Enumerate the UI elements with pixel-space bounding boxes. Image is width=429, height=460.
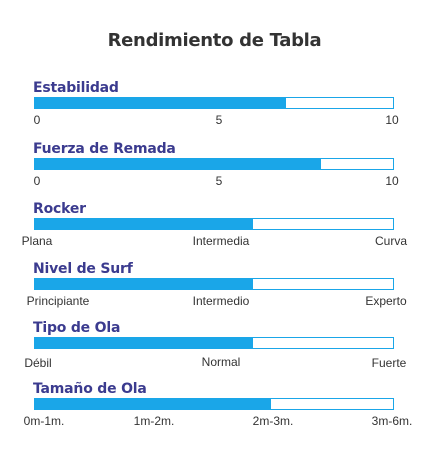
rating-bar-track: [34, 97, 394, 109]
rating-label: Tipo de Ola: [33, 320, 121, 336]
tick-label: 2m-3m.: [252, 414, 294, 428]
tick-label: 0: [33, 174, 41, 188]
rating-bar-track: [34, 278, 394, 290]
rating-label: Rocker: [33, 201, 86, 217]
rating-rocker: Rocker Plana Intermedia Curva: [0, 201, 429, 261]
tick-label: 0m-1m.: [23, 414, 65, 428]
tick-label: 0: [33, 113, 41, 127]
tick-label: Intermedio: [192, 294, 250, 308]
rating-bar-fill: [35, 219, 254, 229]
rating-label: Fuerza de Remada: [33, 141, 176, 157]
tick-label: 3m-6m.: [371, 414, 413, 428]
rating-tamano-de-ola: Tamaño de Ola 0m-1m. 1m-2m. 2m-3m. 3m-6m…: [0, 381, 429, 441]
tick-label: Plana: [21, 234, 53, 248]
rating-nivel-de-surf: Nivel de Surf Principiante Intermedio Ex…: [0, 261, 429, 321]
tick-label: Débil: [24, 356, 52, 370]
page-title: Rendimiento de Tabla: [107, 30, 322, 51]
rating-label: Estabilidad: [33, 80, 119, 96]
rating-bar-fill: [35, 98, 286, 108]
tick-label: Principiante: [26, 294, 90, 308]
rating-bar-fill: [35, 279, 254, 289]
tick-label: 5: [215, 174, 223, 188]
tick-label: Fuerte: [371, 356, 407, 370]
rating-bar-fill: [35, 399, 272, 409]
tick-label: Intermedia: [192, 234, 250, 248]
rating-label: Tamaño de Ola: [33, 381, 147, 397]
rating-bar-fill: [35, 338, 254, 348]
rating-tipo-de-ola: Tipo de Ola Débil Normal Fuerte: [0, 320, 429, 380]
rating-bar-track: [34, 218, 394, 230]
tick-label: 10: [385, 174, 399, 188]
tick-label: Curva: [374, 234, 408, 248]
rating-label: Nivel de Surf: [33, 261, 133, 277]
tick-label: 5: [215, 113, 223, 127]
rating-fuerza-de-remada: Fuerza de Remada 0 5 10: [0, 141, 429, 201]
tick-label: 1m-2m.: [133, 414, 175, 428]
rating-bar-fill: [35, 159, 322, 169]
tick-label: Normal: [201, 355, 241, 369]
rating-bar-track: [34, 398, 394, 410]
tick-label: 10: [385, 113, 399, 127]
rating-bar-track: [34, 337, 394, 349]
rating-estabilidad: Estabilidad 0 5 10: [0, 80, 429, 140]
rating-bar-track: [34, 158, 394, 170]
tick-label: Experto: [365, 294, 407, 308]
